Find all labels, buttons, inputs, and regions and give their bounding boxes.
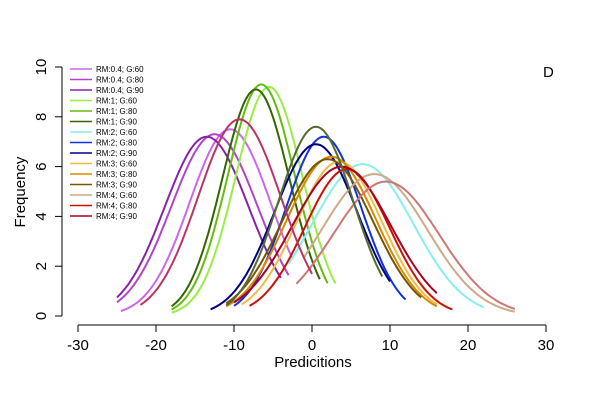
series-line-16: [139, 118, 313, 306]
y-tick-label: 4: [33, 212, 50, 220]
x-tick-label: 0: [308, 337, 316, 354]
series-line-14: [233, 165, 438, 304]
panel-label: D: [543, 64, 554, 81]
legend-entry: RM:0.4; G:60: [96, 65, 144, 74]
x-tick-label: -30: [67, 337, 89, 354]
legend-entry: RM:3; G:90: [96, 181, 137, 190]
x-tick-label: 20: [460, 337, 477, 354]
legend-entry: RM:3; G:80: [96, 170, 137, 179]
series-line-12: [303, 173, 516, 313]
y-tick-label: 0: [33, 312, 50, 320]
legend-entry: RM:2; G:80: [96, 139, 137, 148]
y-tick-label: 6: [33, 162, 50, 170]
series-line-10: [225, 155, 438, 308]
y-tick-label: 8: [33, 113, 50, 121]
legend-entry: RM:1; G:90: [96, 118, 137, 127]
legend-entry: RM:4; G:90: [96, 212, 137, 221]
axes: -30 -20 -10 0 10 20 30 0 2 4 6 8 10: [33, 59, 554, 354]
series-line-6: [287, 163, 485, 309]
x-tick-label: 10: [382, 337, 399, 354]
legend-entry: RM:4; G:60: [96, 191, 137, 200]
series-line-15: [295, 180, 516, 310]
legend-entry: RM:1; G:60: [96, 97, 137, 106]
x-tick-label: 30: [538, 337, 555, 354]
legend-entry: RM:0.4; G:90: [96, 86, 144, 95]
legend-entry: RM:3; G:60: [96, 160, 137, 169]
y-axis-label: Frequency: [12, 156, 29, 227]
legend-entry: RM:2; G:60: [96, 128, 137, 137]
legend-entry: RM:2; G:90: [96, 149, 137, 158]
series-line-4: [171, 83, 329, 311]
series-curves: [116, 83, 516, 314]
series-line-17: [225, 125, 384, 307]
x-tick-label: -10: [223, 337, 245, 354]
legend-entry: RM:1; G:80: [96, 107, 137, 116]
legend-entry: RM:4; G:80: [96, 202, 137, 211]
series-line-0: [120, 128, 294, 312]
y-tick-label: 10: [33, 59, 50, 76]
legend-entry: RM:0.4; G:80: [96, 76, 144, 85]
series-line-1: [116, 133, 290, 304]
x-tick-label: -20: [145, 337, 167, 354]
series-line-2: [116, 135, 282, 299]
y-tick-label: 2: [33, 262, 50, 270]
series-line-11: [225, 158, 422, 305]
x-axis-label: Predicitions: [274, 354, 352, 371]
